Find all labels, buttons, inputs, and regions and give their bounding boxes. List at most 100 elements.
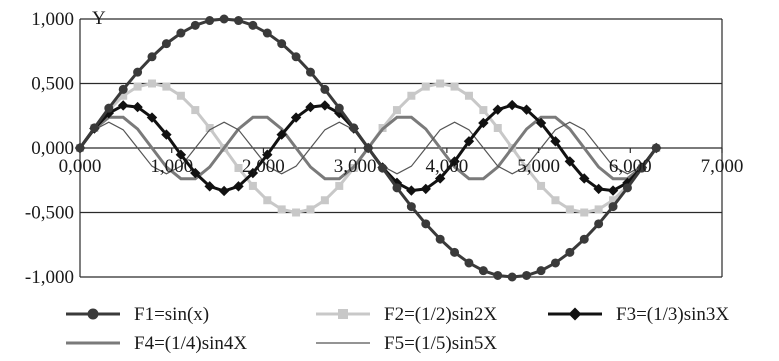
data-point bbox=[306, 205, 315, 214]
data-point bbox=[607, 185, 619, 196]
tick-labels: 1,000 0,500 0,000 -0,500 -1,000 0,000 1,000 2,0… bbox=[25, 9, 743, 288]
data-point bbox=[507, 272, 517, 282]
grid bbox=[80, 18, 722, 278]
y-tick-label: 1,000 bbox=[31, 9, 74, 30]
data-point bbox=[580, 208, 589, 217]
x-tick-label: 3,000 bbox=[334, 156, 377, 177]
x-tick-label: 1,000 bbox=[150, 156, 193, 177]
data-point bbox=[162, 82, 171, 91]
data-point bbox=[421, 82, 430, 91]
data-point bbox=[478, 117, 489, 129]
data-point bbox=[363, 143, 373, 153]
data-point bbox=[568, 307, 582, 321]
x-tick-label: 6,000 bbox=[609, 156, 652, 177]
data-point bbox=[218, 185, 230, 197]
data-point bbox=[464, 258, 474, 268]
data-point bbox=[219, 14, 229, 24]
data-point bbox=[506, 99, 518, 111]
data-point bbox=[637, 163, 647, 173]
data-point bbox=[521, 104, 532, 115]
legend-item-3: F3=(1/3)sin3X bbox=[548, 304, 729, 325]
data-point bbox=[132, 101, 143, 113]
data-point bbox=[392, 106, 401, 115]
x-tick-label: 5,000 bbox=[517, 156, 560, 177]
data-point bbox=[609, 196, 618, 205]
data-point bbox=[161, 129, 172, 140]
x-tick-label: 7,000 bbox=[701, 156, 744, 177]
data-point bbox=[407, 91, 416, 100]
data-point bbox=[277, 39, 287, 49]
data-point bbox=[248, 20, 258, 30]
data-point bbox=[551, 196, 560, 205]
data-point bbox=[205, 16, 215, 26]
y-axis-label: Y bbox=[92, 8, 106, 29]
data-point bbox=[579, 234, 589, 244]
data-point bbox=[651, 143, 661, 153]
series-1 bbox=[75, 14, 661, 282]
data-point bbox=[493, 270, 503, 280]
data-point bbox=[262, 28, 272, 38]
data-point bbox=[247, 167, 259, 179]
legend-item-5: F5=(1/5)sin5X bbox=[316, 333, 497, 354]
data-point bbox=[550, 136, 561, 147]
series-group bbox=[74, 14, 662, 282]
data-point bbox=[536, 266, 546, 276]
data-point bbox=[435, 234, 445, 244]
data-point bbox=[75, 143, 85, 153]
y-tick-label: -0,500 bbox=[25, 203, 74, 224]
data-point bbox=[449, 156, 460, 167]
legend: F1=sin(x) F2=(1/2)sin2X F3=(1/3)sin3X F4=(1… bbox=[66, 304, 729, 354]
data-point bbox=[434, 173, 446, 184]
data-point bbox=[464, 91, 473, 100]
data-point bbox=[204, 181, 215, 192]
data-point bbox=[320, 196, 329, 205]
data-point bbox=[146, 112, 158, 123]
data-point bbox=[104, 103, 114, 113]
data-point bbox=[233, 16, 243, 26]
data-point bbox=[594, 219, 604, 229]
data-point bbox=[406, 185, 417, 196]
y-tick-label: 0,000 bbox=[31, 138, 74, 159]
data-point bbox=[276, 129, 287, 140]
y-tick-label: 0,500 bbox=[31, 74, 74, 95]
data-point bbox=[292, 208, 301, 217]
data-point bbox=[205, 124, 214, 133]
data-point bbox=[492, 104, 503, 115]
data-point bbox=[535, 117, 547, 129]
data-point bbox=[593, 183, 604, 195]
data-point bbox=[233, 181, 244, 192]
data-point bbox=[338, 309, 348, 319]
data-point bbox=[319, 100, 331, 111]
data-point bbox=[436, 79, 445, 88]
data-point bbox=[608, 202, 618, 212]
data-point bbox=[349, 123, 359, 133]
data-point bbox=[117, 100, 129, 111]
data-point bbox=[161, 39, 171, 49]
data-point bbox=[147, 79, 156, 88]
data-point bbox=[565, 205, 574, 214]
data-point bbox=[234, 163, 243, 172]
data-point bbox=[305, 101, 316, 113]
data-point bbox=[392, 183, 402, 193]
data-point bbox=[291, 52, 301, 62]
data-point bbox=[133, 82, 142, 91]
data-point bbox=[579, 173, 590, 184]
data-point bbox=[190, 20, 200, 30]
y-tick-label: -1,000 bbox=[25, 267, 74, 288]
data-point bbox=[421, 219, 431, 229]
data-point bbox=[550, 258, 560, 268]
data-point bbox=[277, 205, 286, 214]
data-point bbox=[594, 205, 603, 214]
data-point bbox=[378, 163, 388, 173]
data-point bbox=[565, 247, 575, 257]
data-point bbox=[305, 67, 315, 77]
data-point bbox=[406, 202, 416, 212]
legend-item-1: F1=sin(x) bbox=[66, 304, 209, 325]
data-point bbox=[478, 266, 488, 276]
legend-label: F1=sin(x) bbox=[134, 304, 209, 325]
data-point bbox=[87, 308, 99, 320]
data-point bbox=[191, 106, 200, 115]
data-point bbox=[320, 84, 330, 94]
legend-label: F4=(1/4)sin4X bbox=[134, 333, 247, 354]
